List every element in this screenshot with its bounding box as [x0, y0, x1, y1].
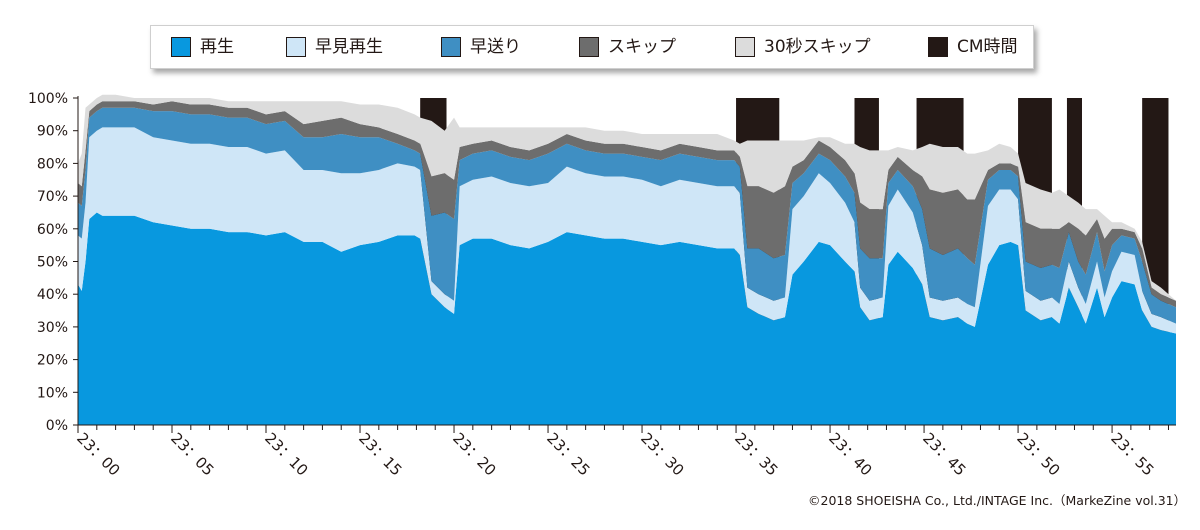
x-tick-label-8: 23：40: [825, 429, 875, 479]
y-tick-label-7: 70%: [37, 189, 68, 205]
legend-label-30sec-skip: 30秒スキップ: [764, 37, 871, 57]
x-tick-label-10: 23：50: [1013, 429, 1063, 479]
x-tick-label-3: 23：15: [355, 429, 405, 479]
legend-swatch-playback: [171, 37, 191, 57]
area-series-5: [78, 94, 1176, 301]
legend-item-fast-forward: 早送り: [441, 36, 521, 58]
legend-item-playback: 再生: [171, 36, 234, 58]
x-tick-label-2: 23：10: [261, 429, 311, 479]
legend-item-30sec-skip: 30秒スキップ: [735, 36, 871, 58]
copyright-credit: ©2018 SHOEISHA Co., Ltd./INTAGE Inc.（Mar…: [808, 493, 1187, 508]
area-series-3: [78, 107, 1176, 324]
legend-label-cm-time: CM時間: [957, 37, 1018, 57]
y-tick-label-6: 60%: [37, 222, 68, 238]
legend-label-fast-playback: 早見再生: [315, 37, 383, 57]
area-series-4: [78, 101, 1176, 308]
y-tick-label-5: 50%: [37, 255, 68, 271]
y-tick-label-4: 40%: [37, 287, 68, 303]
chart-legend: 再生 早見再生 早送り スキップ 30秒スキップ CM時間: [150, 25, 1034, 69]
legend-item-skip: スキップ: [579, 36, 676, 58]
x-tick-label-7: 23：35: [731, 429, 781, 479]
legend-label-skip: スキップ: [608, 37, 676, 57]
x-tick-label-5: 23：25: [543, 429, 593, 479]
legend-swatch-skip: [579, 37, 599, 57]
y-tick-label-8: 80%: [37, 156, 68, 172]
x-tick-label-1: 23：05: [167, 429, 217, 479]
x-tick-label-4: 23：20: [449, 429, 499, 479]
area-series-2: [78, 127, 1176, 334]
area-series-1: [78, 212, 1176, 425]
y-tick-label-3: 30%: [37, 320, 68, 336]
legend-swatch-fast-playback: [286, 37, 306, 57]
x-tick-label-0: 23：00: [73, 429, 123, 479]
legend-item-fast-playback: 早見再生: [286, 36, 383, 58]
legend-item-cm-time: CM時間: [928, 36, 1018, 58]
y-tick-label-1: 10%: [37, 385, 68, 401]
legend-label-playback: 再生: [200, 37, 234, 57]
legend-label-fast-forward: 早送り: [470, 37, 521, 57]
y-tick-label-10: 100%: [28, 91, 68, 107]
x-tick-label-11: 23：55: [1107, 429, 1157, 479]
y-tick-label-9: 90%: [37, 124, 68, 140]
y-tick-label-2: 20%: [37, 353, 68, 369]
legend-swatch-fast-forward: [441, 37, 461, 57]
x-tick-label-6: 23：30: [637, 429, 687, 479]
legend-swatch-cm-time: [928, 37, 948, 57]
x-tick-label-9: 23：45: [919, 429, 969, 479]
y-tick-label-0: 0%: [46, 418, 68, 434]
legend-swatch-30sec-skip: [735, 37, 755, 57]
